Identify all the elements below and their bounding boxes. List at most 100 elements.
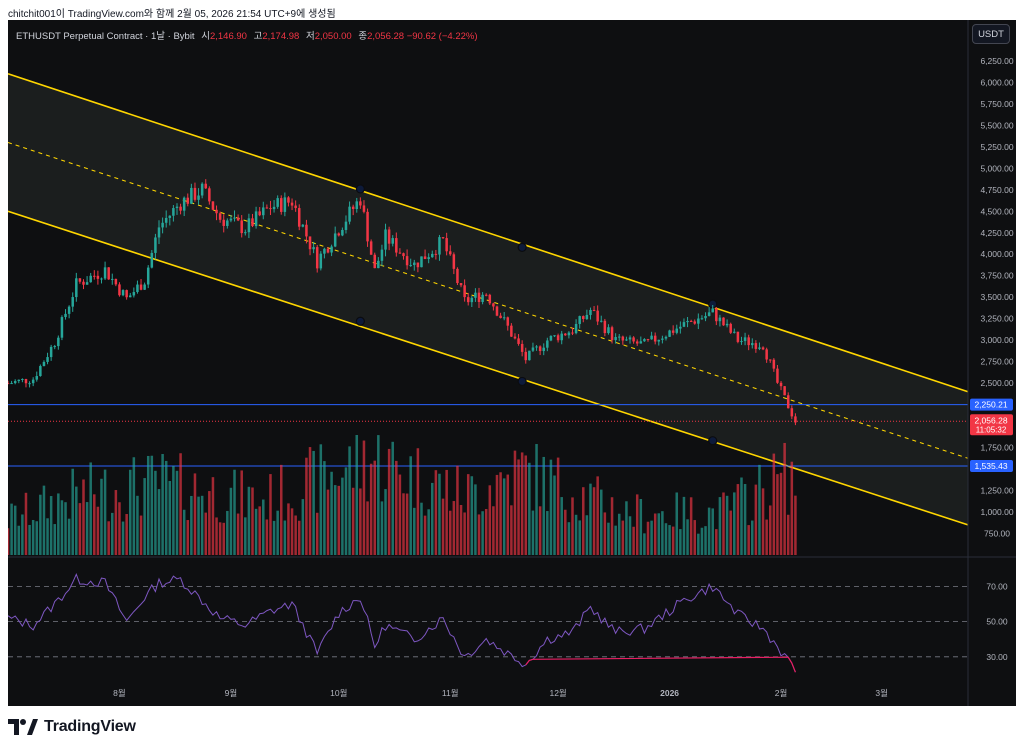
channel-anchor-point (708, 436, 718, 446)
candle-body (344, 221, 348, 230)
candle-body (427, 257, 430, 260)
price-tick-label: 5,750.00 (980, 99, 1013, 109)
candle-body (265, 207, 269, 209)
volume-bar (290, 508, 294, 555)
volume-bar (118, 502, 121, 555)
volume-bar (114, 490, 118, 555)
volume-bar (499, 472, 502, 555)
volume-bar (17, 525, 21, 555)
volume-bar (67, 518, 71, 555)
volume-bar (168, 481, 172, 555)
candle-body (549, 335, 553, 341)
candle-body (528, 350, 531, 361)
time-tick-label: 10월 (330, 688, 347, 698)
candle-body (682, 322, 686, 327)
volume-bar (456, 465, 459, 555)
candle-body (725, 323, 729, 326)
candle-body (405, 256, 409, 266)
volume-bar (610, 497, 614, 555)
candle-body (596, 310, 599, 322)
volume-bar (355, 435, 359, 555)
channel-anchor-point (355, 184, 365, 194)
volume-bars (8, 435, 797, 555)
rsi-tick-label: 50.00 (986, 617, 1008, 627)
candle-body (312, 247, 315, 250)
tradingview-wordmark: TradingView (44, 718, 136, 735)
horizontal-lines (8, 404, 968, 467)
volume-bar (517, 459, 520, 555)
candle-body (341, 229, 344, 236)
volume-bar (420, 502, 423, 555)
candle-body (71, 297, 74, 307)
candle-body (251, 218, 254, 227)
candle-body (373, 254, 376, 269)
candle-body (772, 359, 776, 369)
channel-upper-line (8, 73, 969, 393)
volume-bar (60, 500, 64, 555)
volume-bar (546, 511, 549, 555)
chart-svg[interactable]: 6,250.00 6,000.00 5,750.00 5,500.00 5,250.00… (8, 20, 1016, 706)
candle-body (125, 290, 128, 298)
candle-body (754, 343, 758, 349)
volume-bar (481, 511, 484, 555)
currency-button[interactable]: USDT (972, 24, 1010, 44)
volume-bar (664, 523, 668, 555)
volume-bar (28, 524, 31, 555)
candle-body (434, 253, 438, 255)
volume-bar (193, 473, 197, 555)
volume-bar (632, 526, 635, 555)
candle-body (21, 378, 24, 380)
candle-body (603, 320, 607, 334)
price-tick-label: 1,750.00 (980, 443, 1013, 453)
volume-bar (96, 506, 100, 555)
candle-body (35, 376, 39, 380)
volume-bar (657, 513, 661, 555)
candle-body (610, 327, 614, 341)
candle-body (495, 306, 499, 316)
volume-bar (704, 526, 707, 555)
volume-bar (686, 519, 689, 555)
price-label-box (970, 460, 1013, 473)
tradingview-logo[interactable]: TradingView (8, 718, 136, 736)
volume-bar (524, 455, 528, 555)
volume-bar (553, 475, 556, 555)
candle-body (254, 211, 258, 227)
candle-body (402, 253, 405, 257)
volume-bar (373, 460, 376, 555)
rsi-tick-label: 70.00 (986, 581, 1008, 591)
low-value: 2,050.00 (314, 31, 352, 42)
volume-bar (445, 469, 448, 555)
rsi-line (8, 572, 796, 673)
channel-lower-line (8, 210, 969, 526)
chart-frame[interactable]: 6,250.00 6,000.00 5,750.00 5,500.00 5,250.00… (8, 20, 1016, 706)
volume-bar (751, 520, 754, 555)
open-value: 2,146.90 (209, 31, 247, 42)
time-tick-label: 3월 (875, 688, 888, 698)
volume-bar (341, 477, 344, 555)
volume-bar (409, 456, 412, 555)
volume-bar (707, 507, 711, 555)
candle-body (233, 217, 236, 219)
candle-body (359, 201, 362, 206)
candle-body (107, 267, 110, 280)
volume-bar (700, 527, 704, 555)
volume-bar (470, 476, 474, 555)
volume-bar (387, 448, 391, 555)
volume-bar (111, 512, 114, 555)
candle-body (506, 317, 510, 326)
candle-body (621, 336, 625, 341)
volume-bar (53, 524, 56, 555)
close-label: 종 (358, 31, 368, 42)
volume-bar (625, 501, 628, 555)
candle-body (283, 197, 287, 212)
candle-body (535, 346, 538, 348)
last-price-box (970, 414, 1013, 436)
candle-body (8, 383, 10, 385)
volume-bar (761, 488, 765, 555)
volume-bar (24, 492, 28, 555)
time-tick-label: 9월 (225, 688, 238, 698)
candle-body (17, 379, 21, 382)
candle-body (200, 183, 204, 196)
candle-body (103, 267, 107, 279)
candle-body (531, 347, 535, 351)
